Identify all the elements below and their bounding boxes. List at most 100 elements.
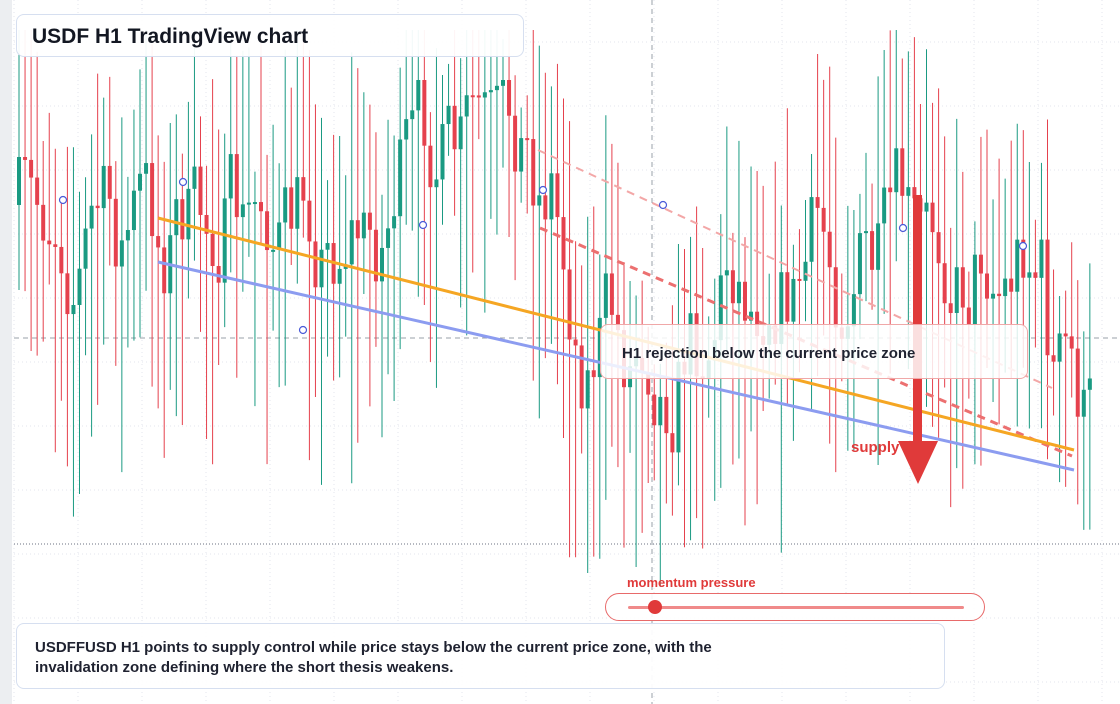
candle-body [743,281,747,321]
anchor-marker [1018,241,1028,251]
candle-body [464,95,469,117]
candle-body [252,202,257,205]
candle-body [458,116,463,150]
candle-body [138,173,142,191]
momentum-track [628,606,964,609]
momentum-slider[interactable] [605,593,985,621]
candle-body [192,166,197,189]
candle-body [240,204,245,218]
candle-body [416,80,421,111]
candle-body [404,119,409,140]
candle-body [234,154,239,218]
candle-body [446,105,451,125]
momentum-label: momentum pressure [627,575,756,590]
candle-body [1003,278,1008,297]
candle-body [1081,389,1086,417]
anchor-marker [418,220,428,230]
candle-body [749,311,754,321]
candle-body [23,157,28,160]
candle-body [113,198,118,267]
candle-body [180,199,185,240]
candle-body [507,80,512,116]
candle-body [144,163,149,174]
candle-body [960,267,965,308]
candle-body [978,254,983,274]
candle-body [591,370,596,378]
chart-title: USDF H1 TradingView chart [32,25,309,48]
candle-body [1051,355,1056,362]
candle-body [809,197,814,262]
candle-body [567,269,572,340]
chart-title-box: USDF H1 TradingView chart [16,14,524,57]
candle-body [646,373,651,395]
candle-body [295,177,300,229]
anchor-marker [298,325,308,335]
candle-body [1087,378,1092,390]
candle-body [65,273,70,315]
candle-body [900,148,905,196]
candle-body [501,80,505,86]
candle-body [1069,336,1074,349]
candle-body [1009,278,1014,292]
candles [17,30,1092,587]
candle-body [942,263,947,304]
candle-body [906,187,911,196]
candle-body [543,195,548,220]
candle-body [386,228,391,248]
candle-body [35,177,40,205]
candle-body [355,220,360,239]
momentum-handle[interactable] [647,600,662,614]
candle-body [597,317,602,378]
summary-text: USDFFUSD H1 points to supply control whi… [35,639,712,676]
candle-body [246,202,251,205]
resistance-line [537,149,1053,389]
candle-body [525,138,530,141]
candle-body [555,173,560,218]
candle-body [736,281,741,304]
candle-body [271,249,276,252]
candle-body [676,361,681,453]
candle-body [1021,239,1026,278]
candle-body [585,370,590,409]
candle-body [519,138,524,172]
candle-body [882,187,887,224]
candle-body [718,275,723,341]
candle-body [888,187,893,193]
candle-body [851,294,856,327]
chart-overlays [58,149,1075,484]
candle-body [410,110,415,120]
candle-body [17,157,21,205]
candle-body [997,293,1002,297]
candle-body [307,200,312,242]
candle-body [864,231,868,234]
candle-body [277,222,282,250]
candle-body [531,139,536,206]
candle-body [1033,272,1038,278]
candle-body [785,272,790,322]
candle-body [985,273,989,299]
candle-body [259,202,263,212]
anchor-marker [178,177,188,187]
candle-body [71,304,76,315]
candle-body [1045,239,1050,356]
candle-body [652,394,657,426]
candle-body [301,177,306,201]
candle-body [476,95,481,98]
candle-body [948,303,953,314]
candle-body [1027,272,1032,278]
candle-body [119,240,124,267]
left-axis-strip [0,0,12,704]
anchor-marker [538,185,548,195]
candle-body [488,90,493,93]
candle-body [833,267,838,328]
candle-body [265,211,270,251]
candle-body [59,246,64,274]
candle-body [936,232,941,264]
candle-body [912,187,917,199]
candle-body [398,139,403,217]
candle-body [380,247,384,282]
candle-body [755,311,760,337]
candle-body [579,345,584,409]
candle-body [870,231,875,270]
candle-body [29,159,34,178]
